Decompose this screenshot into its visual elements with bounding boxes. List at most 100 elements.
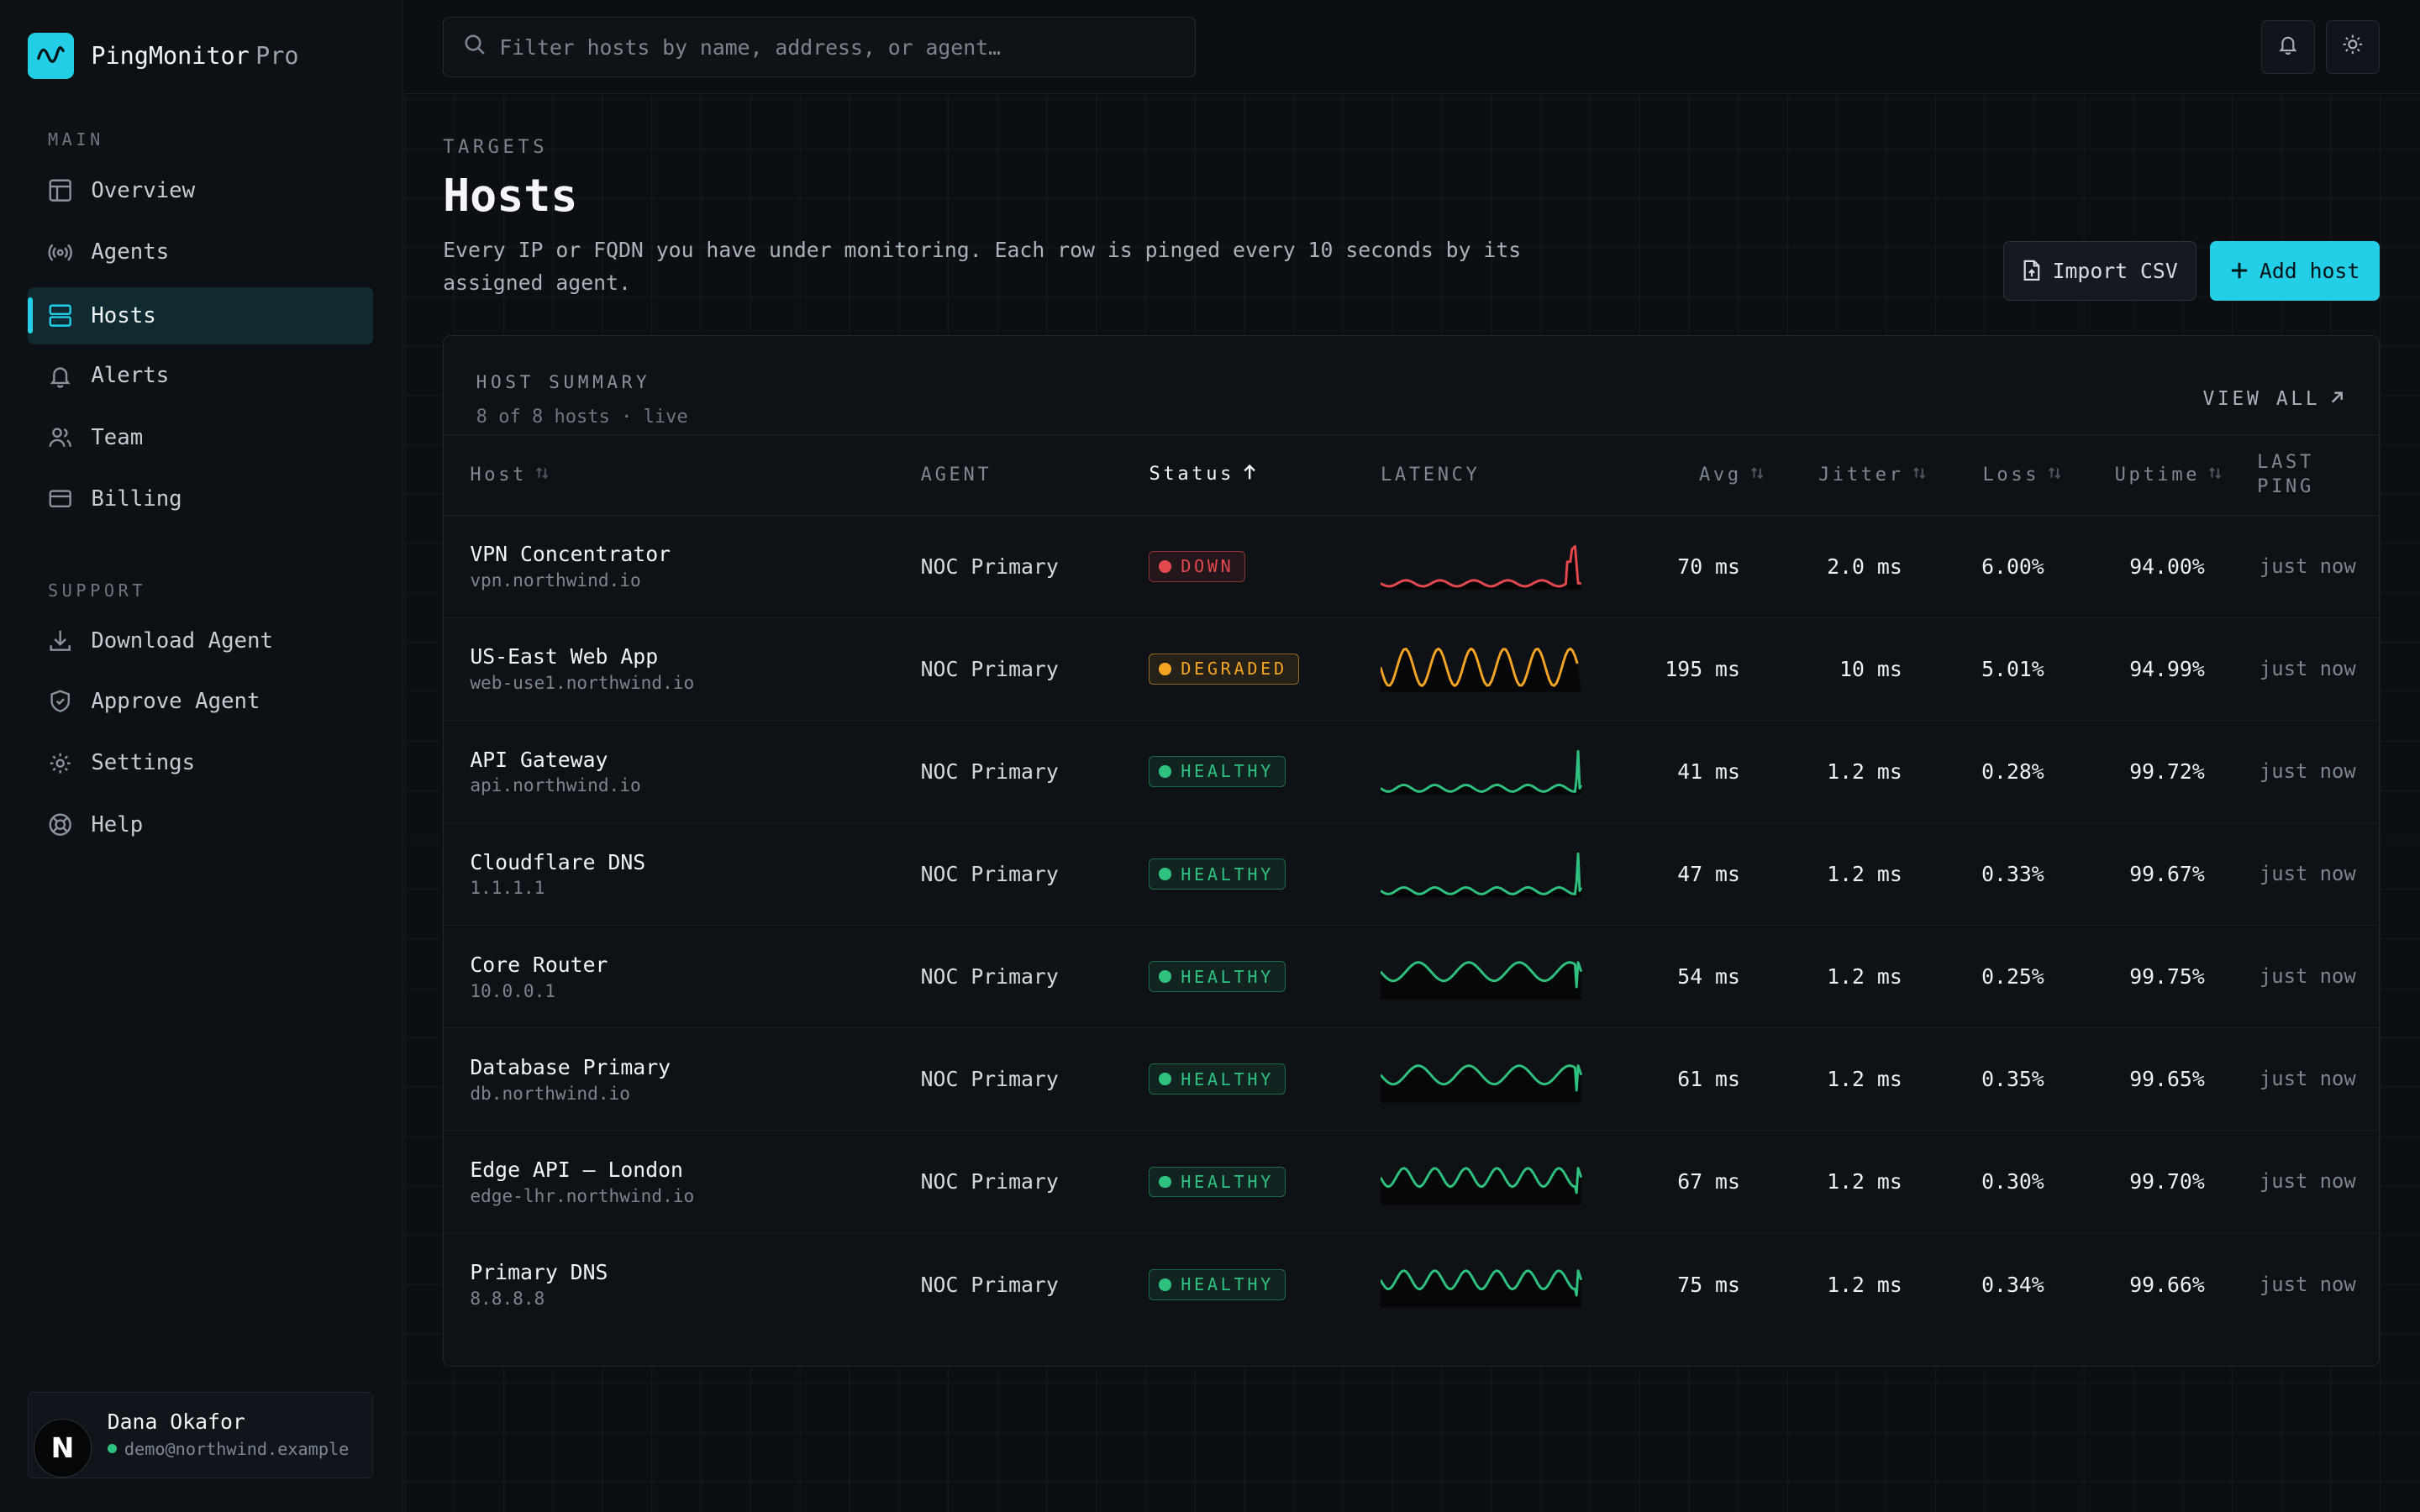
host-cell: Edge API — London edge-lhr.northwind.io <box>444 1131 921 1233</box>
view-all-link[interactable]: VIEW ALL <box>2203 388 2345 410</box>
col-latency: LATENCY <box>1380 464 1481 486</box>
theme-toggle-button[interactable] <box>2325 19 2381 75</box>
agent-cell: NOC Primary <box>920 554 1059 579</box>
sidebar-item-billing[interactable]: Billing <box>28 470 373 528</box>
status-dot <box>1159 765 1172 778</box>
sidebar-item-overview[interactable]: Overview <box>28 162 373 219</box>
plus-icon <box>2230 261 2249 280</box>
sidebar-item-download-agent[interactable]: Download Agent <box>28 612 373 669</box>
pulse-logo-icon <box>28 32 75 79</box>
latency-cell <box>1380 1233 1612 1336</box>
user-card[interactable]: N Dana Okafor demo@northwind.example <box>28 1391 374 1478</box>
latency-cell <box>1380 720 1612 822</box>
host-address: 10.0.0.1 <box>470 979 555 1001</box>
host-address: 1.1.1.1 <box>470 877 545 899</box>
brand-name: PingMonitor Pro <box>91 41 299 70</box>
agent-cell: NOC Primary <box>920 862 1059 887</box>
latency-cell <box>1380 1131 1612 1233</box>
user-email: demo@northwind.example <box>107 1439 349 1459</box>
host-cell: Primary DNS 8.8.8.8 <box>444 1233 921 1336</box>
table-row[interactable]: Core Router 10.0.0.1 NOC Primary HEALTHY… <box>444 926 2380 1028</box>
broadcast-icon <box>48 240 72 265</box>
host-address: edge-lhr.northwind.io <box>470 1184 695 1206</box>
last-ping-cell: just now <box>2259 964 2356 989</box>
col-host[interactable]: Host <box>444 435 921 516</box>
host-cell: VPN Concentrator vpn.northwind.io <box>444 515 921 617</box>
search-box[interactable] <box>443 17 1197 77</box>
status-badge: DOWN <box>1149 550 1246 582</box>
host-address: 8.8.8.8 <box>470 1288 545 1310</box>
main-content: TARGETS Hosts Every IP or FQDN you have … <box>404 0 2420 1512</box>
jitter-cell: 1.2 ms <box>1827 1272 1902 1297</box>
agent-cell: NOC Primary <box>920 1272 1059 1297</box>
sort-icon <box>534 465 550 486</box>
last-ping-cell: just now <box>2259 1067 2356 1091</box>
agent-cell: NOC Primary <box>920 964 1059 990</box>
status-dot <box>1159 662 1172 675</box>
arrow-up-right-icon <box>2320 388 2344 410</box>
sidebar-item-approve-agent[interactable]: Approve Agent <box>28 673 373 730</box>
table-row[interactable]: VPN Concentrator vpn.northwind.io NOC Pr… <box>444 515 2380 618</box>
sidebar-item-settings[interactable]: Settings <box>28 734 373 791</box>
users-icon <box>48 425 72 449</box>
col-loss[interactable]: Loss <box>1939 435 2075 516</box>
avatar: N <box>33 1418 92 1478</box>
status-cell: HEALTHY <box>1149 1233 1381 1336</box>
page-title: Hosts <box>443 170 578 223</box>
last-ping-cell: just now <box>2259 759 2356 783</box>
table-row[interactable]: Edge API — London edge-lhr.northwind.io … <box>444 1131 2380 1233</box>
table-row[interactable]: API Gateway api.northwind.io NOC Primary… <box>444 720 2380 823</box>
sidebar-item-help[interactable]: Help <box>28 796 373 853</box>
host-summary-panel: HOST SUMMARY 8 of 8 hosts · live VIEW AL… <box>443 334 2381 1368</box>
status-badge: HEALTHY <box>1149 1268 1286 1300</box>
uptime-cell: 94.99% <box>2129 656 2205 681</box>
status-dot <box>1159 1073 1172 1086</box>
add-host-button[interactable]: Add host <box>2210 240 2381 302</box>
download-icon <box>48 628 72 653</box>
notifications-button[interactable] <box>2260 19 2316 75</box>
last-ping-cell: just now <box>2259 656 2356 680</box>
search-input[interactable] <box>499 34 1179 60</box>
latency-sparkline <box>1380 961 1583 1000</box>
agent-cell: NOC Primary <box>920 759 1059 784</box>
table-header-row: Host AGENT Status LATENCY Avg Jitter Los… <box>444 434 2380 516</box>
col-avg[interactable]: Avg <box>1612 435 1777 516</box>
uptime-cell: 99.72% <box>2129 759 2205 784</box>
sidebar-item-agents[interactable]: Agents <box>28 223 373 281</box>
last-ping-cell: just now <box>2259 1169 2356 1194</box>
latency-sparkline <box>1380 750 1583 795</box>
status-badge: DEGRADED <box>1149 653 1299 685</box>
file-upload-icon <box>2022 260 2042 281</box>
uptime-cell: 99.70% <box>2129 1169 2205 1194</box>
avg-cell: 75 ms <box>1677 1272 1740 1297</box>
status-badge: HEALTHY <box>1149 1063 1286 1095</box>
status-badge: HEALTHY <box>1149 756 1286 787</box>
brand[interactable]: PingMonitor Pro <box>28 32 299 79</box>
loss-cell: 0.35% <box>1981 1067 2044 1092</box>
sidebar-item-hosts[interactable]: Hosts <box>28 286 374 344</box>
host-cell: Database Primary db.northwind.io <box>444 1028 921 1131</box>
search-icon <box>464 34 486 61</box>
latency-sparkline <box>1380 1166 1583 1205</box>
sidebar-item-alerts[interactable]: Alerts <box>28 347 373 404</box>
table-row[interactable]: Database Primary db.northwind.io NOC Pri… <box>444 1028 2380 1131</box>
avg-cell: 47 ms <box>1677 862 1740 887</box>
loss-cell: 0.34% <box>1981 1272 2044 1297</box>
import-csv-button[interactable]: Import CSV <box>2003 240 2196 302</box>
host-name: Primary DNS <box>470 1260 608 1285</box>
jitter-cell: 1.2 ms <box>1827 1067 1902 1092</box>
uptime-cell: 99.75% <box>2129 964 2205 990</box>
col-uptime[interactable]: Uptime <box>2075 435 2235 516</box>
status-cell: HEALTHY <box>1149 1131 1381 1233</box>
status-cell: HEALTHY <box>1149 720 1381 822</box>
avg-cell: 61 ms <box>1677 1067 1740 1092</box>
status-dot <box>1159 559 1172 573</box>
col-jitter[interactable]: Jitter <box>1777 435 1939 516</box>
col-status[interactable]: Status <box>1149 435 1381 516</box>
latency-sparkline <box>1380 1269 1583 1308</box>
lifebuoy-icon <box>48 812 72 837</box>
table-row[interactable]: US-East Web App web-use1.northwind.io NO… <box>444 617 2380 721</box>
table-row[interactable]: Cloudflare DNS 1.1.1.1 NOC Primary HEALT… <box>444 822 2380 926</box>
sidebar-item-team[interactable]: Team <box>28 409 373 466</box>
table-row[interactable]: Primary DNS 8.8.8.8 NOC Primary HEALTHY … <box>444 1233 2379 1336</box>
